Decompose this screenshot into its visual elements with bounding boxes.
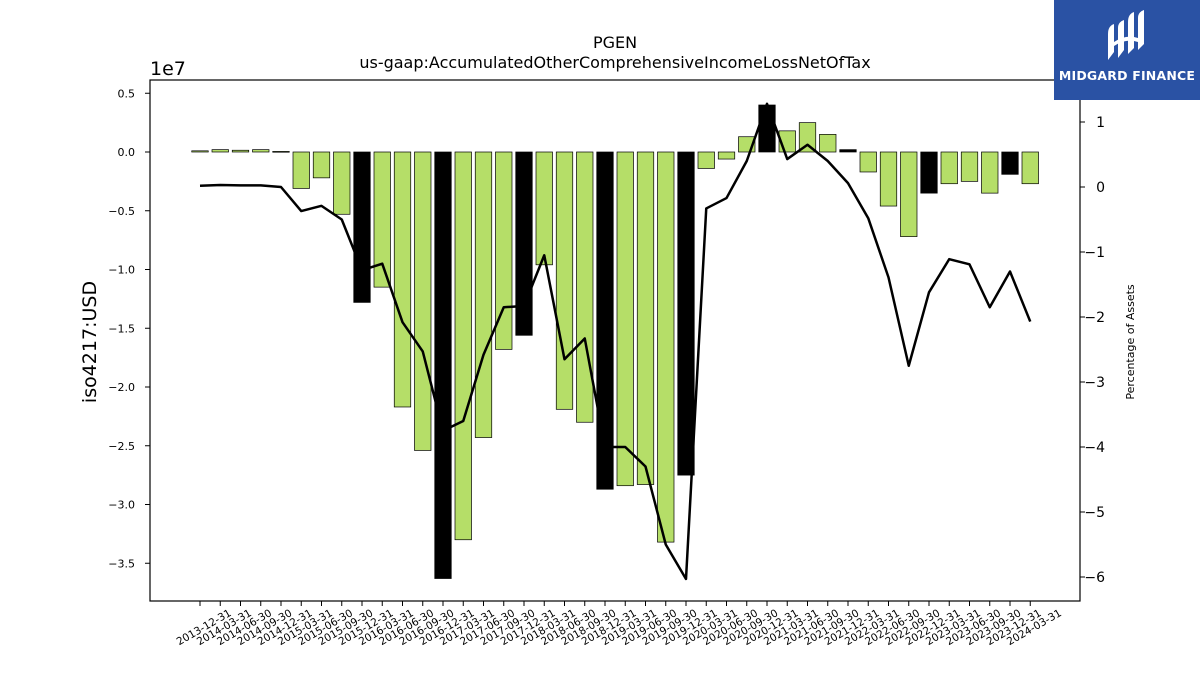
bar — [920, 151, 938, 194]
bar — [1001, 151, 1019, 175]
percentage-line — [199, 102, 1032, 581]
logo-text: MIDGARD FINANCE — [1058, 68, 1196, 83]
y-tick-label: 0.0 — [118, 146, 136, 159]
bar — [960, 151, 979, 182]
bar — [231, 149, 250, 153]
bar — [312, 151, 331, 179]
midgard-finance-logo: MIDGARD FINANCE — [1054, 0, 1200, 100]
y-tick-label: −2.5 — [108, 440, 135, 453]
y-tick-label: −0.5 — [108, 205, 135, 218]
bar — [819, 134, 837, 153]
bar — [414, 151, 432, 451]
bar — [292, 151, 310, 189]
bar — [697, 151, 715, 169]
chart-subtitle: us-gaap:AccumulatedOtherComprehensiveInc… — [359, 53, 870, 72]
bar — [333, 151, 351, 215]
bar — [576, 151, 594, 423]
y-tick-label: −3.0 — [108, 499, 135, 512]
logo-mark-icon — [1108, 10, 1144, 60]
bar — [474, 151, 493, 438]
bar — [393, 151, 412, 408]
y-tick-label: −3.5 — [108, 557, 135, 570]
y-tick-label: 0.5 — [118, 87, 136, 100]
bar — [657, 151, 675, 543]
bar — [900, 151, 918, 237]
y2-tick-label: −2 — [1084, 310, 1105, 326]
bar — [191, 150, 209, 153]
plot-frame — [149, 79, 1081, 602]
bar — [1021, 151, 1039, 185]
y2-axis-label: Percentage of Assets — [1124, 284, 1137, 400]
bar — [353, 151, 371, 303]
bar — [535, 151, 553, 266]
y2-tick-label: 1 — [1096, 115, 1105, 131]
y2-tick-label: −5 — [1084, 505, 1105, 521]
bar — [940, 151, 958, 185]
y-axis-label: iso4217:USD — [79, 281, 101, 403]
bar — [717, 151, 736, 160]
bar — [555, 151, 574, 410]
bar — [879, 151, 898, 207]
y2-tick-label: 0 — [1096, 180, 1105, 196]
y-tick-label: −1.0 — [108, 264, 135, 277]
bar — [596, 151, 614, 490]
y-offset-label: 1e7 — [150, 58, 186, 80]
bar — [859, 151, 877, 173]
bar — [981, 151, 999, 194]
bars-layer — [191, 104, 1039, 579]
line-layer — [199, 102, 1032, 581]
bar — [616, 151, 634, 487]
bar — [373, 151, 391, 288]
y2-tick-label: −4 — [1084, 440, 1105, 456]
bar — [758, 104, 776, 153]
y2-tick-label: −3 — [1084, 375, 1105, 391]
bar — [434, 151, 452, 579]
bar — [839, 149, 857, 153]
bar — [677, 151, 695, 476]
bar — [272, 151, 290, 153]
y2-tick-label: −1 — [1084, 245, 1105, 261]
chart-title: PGEN — [593, 33, 637, 52]
bar — [211, 149, 229, 153]
bar — [636, 151, 655, 485]
bar — [252, 149, 270, 153]
y2-tick-label: −6 — [1084, 570, 1105, 586]
bar — [495, 151, 513, 350]
axes-layer: 0.5 0.0 −0.5 −1.0 −1.5 −2.0 −2.5 −3.0 −3.5 1 0 −1 −2… — [108, 79, 1105, 648]
bar — [798, 122, 817, 153]
bar — [515, 151, 533, 336]
y-tick-label: −2.0 — [108, 381, 135, 394]
y-tick-label: −1.5 — [108, 322, 135, 335]
bar — [454, 151, 472, 541]
